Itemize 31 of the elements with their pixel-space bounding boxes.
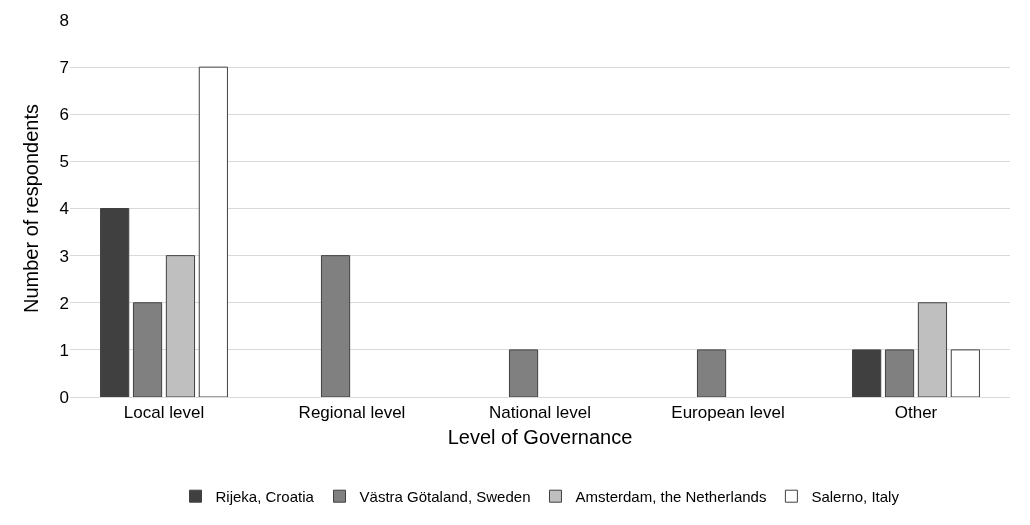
- x-tick-label: National level: [488, 403, 592, 423]
- y-tick-label: 7: [59, 58, 69, 78]
- bar: [132, 302, 163, 397]
- bar: [884, 349, 915, 397]
- bar: [950, 349, 980, 397]
- y-tick-label: 2: [59, 293, 69, 313]
- legend-label: Amsterdam, the Netherlands: [575, 488, 767, 506]
- bar: [320, 255, 351, 397]
- x-tick-label: Local level: [123, 403, 205, 423]
- x-tick-label: Other: [894, 403, 938, 423]
- y-tick-label: 6: [59, 105, 69, 125]
- bar: [852, 349, 882, 397]
- bar: [100, 208, 130, 397]
- x-tick-label: European level: [671, 403, 785, 423]
- bar: [198, 66, 228, 397]
- bar: [917, 302, 948, 397]
- y-tick-label: 1: [59, 340, 69, 360]
- y-axis-title: Number of respondents: [20, 103, 43, 314]
- y-tick-label: 4: [59, 199, 69, 219]
- bar: [165, 255, 196, 397]
- bar: [508, 349, 539, 397]
- legend-label: Västra Götaland, Sweden: [359, 488, 531, 506]
- y-tick-label: 3: [59, 246, 69, 266]
- bar: [696, 349, 727, 397]
- y-tick-label: 5: [59, 152, 69, 172]
- y-tick-label: 0: [59, 387, 69, 407]
- legend-label: Salerno, Italy: [811, 488, 900, 506]
- x-axis-title: Level of Governance: [447, 425, 633, 448]
- legend-label: Rijeka, Croatia: [215, 488, 315, 506]
- y-tick-label: 8: [59, 10, 69, 30]
- x-tick-label: Regional level: [298, 403, 406, 423]
